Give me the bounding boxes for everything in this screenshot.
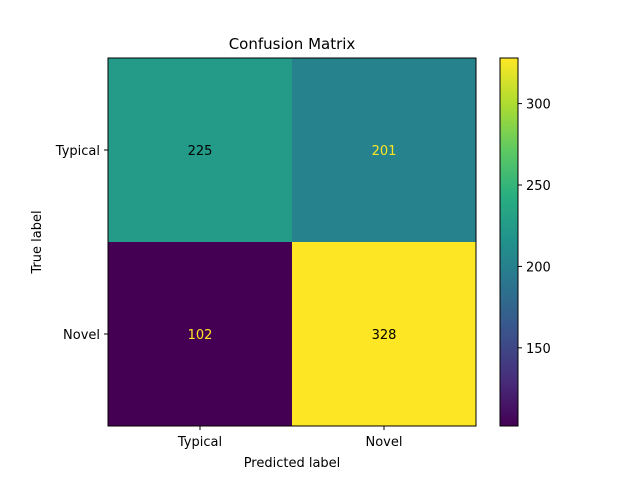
cell-value-label: 102 [188, 328, 213, 343]
cell-value-label: 225 [188, 144, 213, 159]
colorbar-tick-label: 250 [526, 179, 551, 194]
colorbar-tick-label: 150 [526, 342, 551, 357]
cell-value-label: 201 [372, 144, 397, 159]
chart-title: Confusion Matrix [229, 35, 356, 53]
colorbar-ticks: 150 200 250 300 [518, 98, 551, 357]
y-tick-label: Typical [55, 144, 100, 159]
y-axis-ticks: Typical Novel [55, 144, 108, 343]
colorbar-tick-label: 300 [526, 98, 551, 113]
matrix-cells: 225 201 102 328 [108, 58, 476, 426]
matrix-cell [108, 58, 292, 242]
colorbar [499, 57, 519, 427]
matrix-cell [108, 242, 292, 426]
x-tick-label: Novel [366, 435, 403, 450]
matrix-cell [292, 242, 476, 426]
colorbar-tick-label: 200 [526, 260, 551, 275]
y-axis-label: True label [30, 210, 45, 274]
cell-value-label: 328 [372, 328, 397, 343]
x-tick-label: Typical [177, 435, 222, 450]
y-tick-label: Novel [63, 328, 100, 343]
x-axis-label: Predicted label [244, 456, 341, 471]
matrix-frame [107, 57, 477, 427]
x-axis-ticks: Typical Novel [177, 426, 403, 450]
matrix-cell [292, 58, 476, 242]
